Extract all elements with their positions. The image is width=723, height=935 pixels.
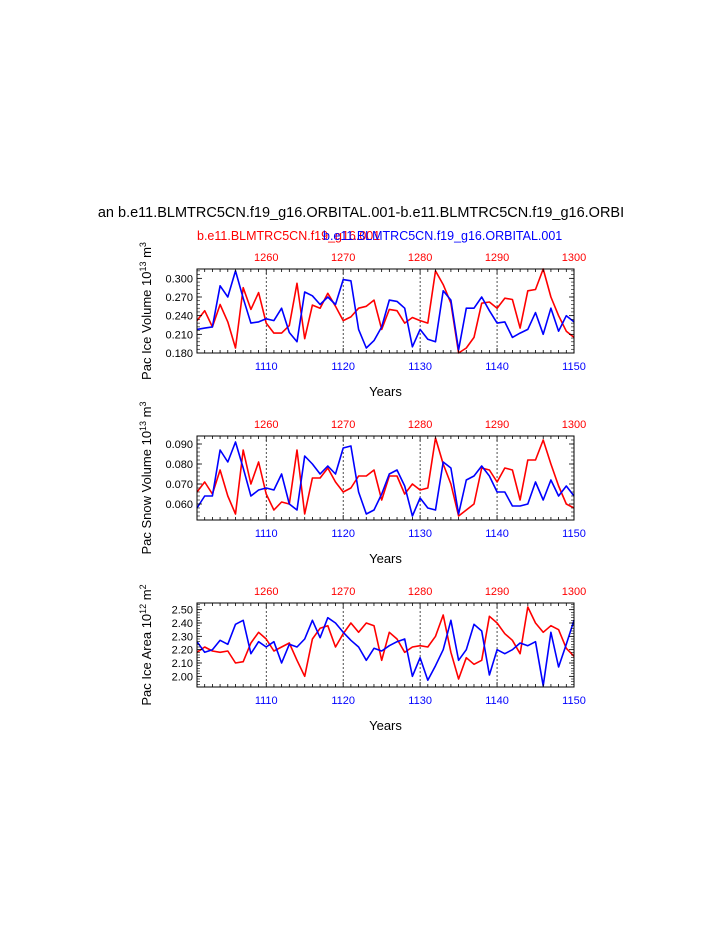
bottom-tick-label: 1110 (255, 361, 278, 373)
y-tick-label: 0.270 (165, 292, 193, 304)
top-tick-label: 1290 (485, 252, 509, 264)
legend-blue-label: b.e11.BLMTRC5CN.f19_g16.ORBITAL.001 (323, 229, 562, 243)
panel-1: 1110 1120 1130 1140 1150 1260 1270 1280 1290 1300… (138, 242, 586, 399)
y-tick-label: 2.40 (172, 618, 193, 630)
bottom-tick-label: 1120 (331, 528, 355, 540)
plot-frame (196, 602, 575, 688)
series-line-red (196, 437, 575, 517)
y-tick-label: 0.180 (165, 348, 193, 360)
series-line-blue (196, 616, 575, 687)
bottom-tick-label: 1140 (485, 695, 509, 707)
y-axis-title: Pac Ice Area 1012 m2 (138, 584, 154, 705)
y-tick-label: 2.30 (172, 631, 193, 643)
bottom-tick-label: 1130 (408, 528, 432, 540)
top-tick-label: 1270 (331, 586, 355, 598)
y-tick-label: 2.50 (172, 605, 193, 617)
y-tick-label: 2.10 (172, 658, 193, 670)
series-line-red (196, 606, 575, 680)
bottom-tick-label: 1150 (562, 528, 586, 540)
top-tick-label: 1260 (254, 586, 278, 598)
x-axis-title: Years (369, 384, 402, 399)
series-line-red (196, 268, 575, 354)
x-axis-title: Years (369, 551, 402, 566)
top-tick-label: 1300 (562, 252, 586, 264)
bottom-tick-label: 1140 (485, 528, 509, 540)
y-tick-label: 2.00 (172, 671, 193, 683)
bottom-tick-label: 1140 (485, 361, 509, 373)
bottom-tick-label: 1130 (408, 695, 432, 707)
top-tick-label: 1300 (562, 419, 586, 431)
top-tick-label: 1280 (408, 586, 432, 598)
top-tick-label: 1290 (485, 419, 509, 431)
y-tick-label: 0.210 (165, 329, 193, 341)
y-tick-label: 0.080 (165, 459, 193, 471)
top-tick-label: 1300 (562, 586, 586, 598)
top-tick-label: 1280 (408, 252, 432, 264)
bottom-tick-label: 1120 (331, 361, 355, 373)
figure-title: an b.e11.BLMTRC5CN.f19_g16.ORBITAL.001-b… (98, 205, 624, 221)
bottom-tick-label: 1110 (255, 695, 278, 707)
x-axis-title: Years (369, 718, 402, 733)
plot-frame (196, 435, 575, 521)
plot-frame (196, 268, 575, 354)
y-tick-label: 0.090 (165, 439, 193, 451)
top-tick-label: 1280 (408, 419, 432, 431)
bottom-tick-label: 1150 (562, 695, 586, 707)
top-tick-label: 1290 (485, 586, 509, 598)
top-tick-label: 1270 (331, 252, 355, 264)
series-line-blue (196, 270, 575, 351)
chart-panels: 1110 1120 1130 1140 1150 1260 1270 1280 1290 1300… (138, 242, 586, 733)
y-tick-label: 2.20 (172, 645, 193, 657)
panel-2: 1110 1120 1130 1140 1150 1260 1270 1280 1290 1300… (138, 401, 586, 566)
bottom-tick-label: 1110 (255, 528, 278, 540)
top-tick-label: 1270 (331, 419, 355, 431)
bottom-tick-label: 1130 (408, 361, 432, 373)
y-axis-title: Pac Snow Volume 1013 m3 (138, 401, 154, 554)
top-tick-label: 1260 (254, 419, 278, 431)
y-tick-label: 0.240 (165, 311, 193, 323)
y-tick-label: 0.070 (165, 479, 193, 491)
bottom-tick-label: 1150 (562, 361, 586, 373)
y-tick-label: 0.300 (165, 273, 193, 285)
top-tick-label: 1260 (254, 252, 278, 264)
y-axis-title: Pac Ice Volume 1013 m3 (138, 242, 154, 380)
legend-red-label: b.e11.BLMTRC5CN.f19_g16.001 (197, 229, 380, 243)
panel-3: 1110 1120 1130 1140 1150 1260 1270 1280 1290 1300… (138, 584, 586, 733)
y-tick-label: 0.060 (165, 499, 193, 511)
series-line-blue (196, 441, 575, 517)
bottom-tick-label: 1120 (331, 695, 355, 707)
